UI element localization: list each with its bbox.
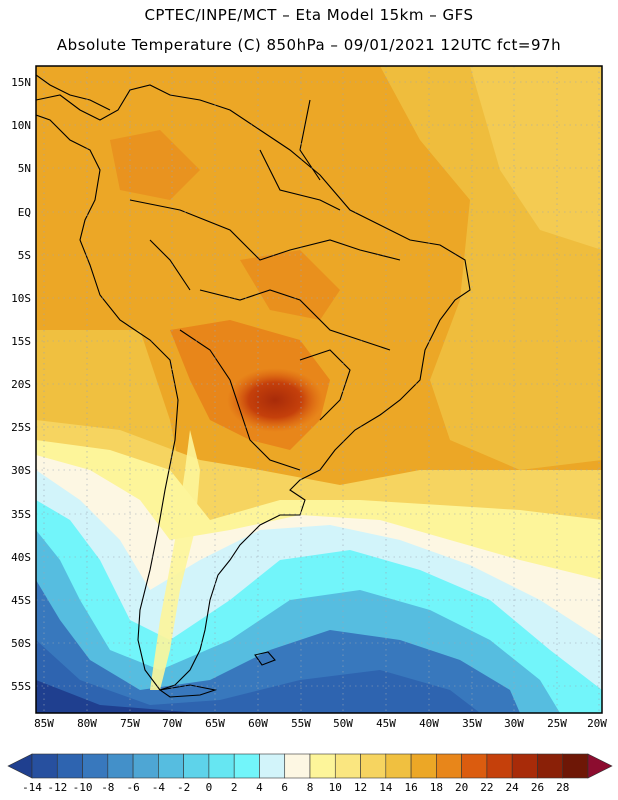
colorbar-label: 20 xyxy=(455,781,468,794)
lon-label: 75W xyxy=(120,717,140,730)
colorbar-swatch xyxy=(410,753,437,779)
temperature-field xyxy=(36,66,602,713)
colorbar-label: 2 xyxy=(231,781,238,794)
map-title-line-1: CPTEC/INPE/MCT – Eta Model 15km – GFS xyxy=(144,6,474,24)
map-frame xyxy=(35,65,603,714)
map-title-line-2: Absolute Temperature (C) 850hPa – 09/01/… xyxy=(56,36,562,54)
lon-label: 20W xyxy=(587,717,607,730)
lon-label: 45W xyxy=(376,717,396,730)
colorbar-swatch xyxy=(360,753,387,779)
colorbar-swatch xyxy=(31,753,58,779)
colorbar-swatch xyxy=(56,753,83,779)
lat-label: 30S xyxy=(11,464,31,477)
colorbar-label: 4 xyxy=(256,781,263,794)
colorbar-arrow-high xyxy=(587,753,613,779)
colorbar-swatch xyxy=(385,753,412,779)
colorbar-swatch xyxy=(562,753,589,779)
lat-label: 10N xyxy=(11,119,31,132)
colorbar-label: -4 xyxy=(152,781,166,794)
colorbar-arrow-low xyxy=(7,753,33,779)
colorbar-swatch xyxy=(334,753,361,779)
lon-label: 80W xyxy=(77,717,97,730)
colorbar-label: 6 xyxy=(281,781,288,794)
colorbar-swatch xyxy=(537,753,564,779)
colorbar-label: -6 xyxy=(126,781,139,794)
coastline-outline xyxy=(36,74,471,698)
colorbar-label: 22 xyxy=(480,781,493,794)
colorbar-swatch xyxy=(107,753,134,779)
colorbar-swatch xyxy=(461,753,488,779)
lon-label: 70W xyxy=(162,717,182,730)
colorbar-swatch xyxy=(233,753,260,779)
lon-label: 35W xyxy=(462,717,482,730)
colorbar-swatch xyxy=(284,753,311,779)
lat-label: 5N xyxy=(18,162,31,175)
lon-label: 65W xyxy=(205,717,225,730)
colorbar-label: 12 xyxy=(354,781,367,794)
colorbar-label: 0 xyxy=(206,781,213,794)
lon-label: 60W xyxy=(248,717,268,730)
colorbar-label: -8 xyxy=(101,781,114,794)
lat-label: 55S xyxy=(11,680,31,693)
lat-label: 5S xyxy=(18,249,31,262)
lon-label: 55W xyxy=(291,717,311,730)
colorbar-swatch xyxy=(132,753,159,779)
colorbar-swatch xyxy=(511,753,538,779)
colorbar-swatch xyxy=(486,753,513,779)
colorbar-label: 24 xyxy=(506,781,520,794)
colorbar-label: 16 xyxy=(404,781,417,794)
lat-label: 20S xyxy=(11,378,31,391)
colorbar-label: 10 xyxy=(329,781,342,794)
colorbar-swatch xyxy=(259,753,286,779)
colorbar-label: 8 xyxy=(307,781,314,794)
lat-label: 15N xyxy=(11,76,31,89)
lat-label: 45S xyxy=(11,594,31,607)
lat-label: 10S xyxy=(11,292,31,305)
graticule-grid xyxy=(36,66,602,713)
colorbar-swatch xyxy=(183,753,210,779)
lat-label: 15S xyxy=(11,335,31,348)
lon-label: 40W xyxy=(419,717,439,730)
lat-label: 40S xyxy=(11,551,31,564)
latitude-labels: 15N 10N 5N EQ 5S 10S 15S 20S 25S 30S 35S… xyxy=(11,76,31,693)
colorbar-label: -10 xyxy=(73,781,93,794)
lon-label: 30W xyxy=(504,717,524,730)
colorbar-swatch xyxy=(158,753,184,779)
colorbar-label: -14 xyxy=(22,781,42,794)
lat-label: EQ xyxy=(18,206,31,219)
colorbar-label: -2 xyxy=(177,781,190,794)
longitude-labels: 85W 80W 75W 70W 65W 60W 55W 50W 45W 40W … xyxy=(34,717,607,730)
colorbar-swatch xyxy=(436,753,462,779)
lon-label: 85W xyxy=(34,717,54,730)
colorbar-swatch xyxy=(82,753,109,779)
lat-label: 35S xyxy=(11,508,31,521)
colorbar: -14 -12 -10 -8 -6 -4 -2 0 2 4 6 8 10 12 14 16 18 20 22 24 26… xyxy=(7,753,613,794)
colorbar-label: -12 xyxy=(47,781,67,794)
lon-label: 25W xyxy=(547,717,567,730)
colorbar-label: 18 xyxy=(430,781,443,794)
colorbar-swatch xyxy=(309,753,336,779)
colorbar-label: 28 xyxy=(556,781,569,794)
lon-label: 50W xyxy=(333,717,353,730)
colorbar-label: 26 xyxy=(531,781,544,794)
lat-label: 25S xyxy=(11,421,31,434)
colorbar-label: 14 xyxy=(379,781,393,794)
colorbar-swatch xyxy=(208,753,235,779)
lat-label: 50S xyxy=(11,637,31,650)
